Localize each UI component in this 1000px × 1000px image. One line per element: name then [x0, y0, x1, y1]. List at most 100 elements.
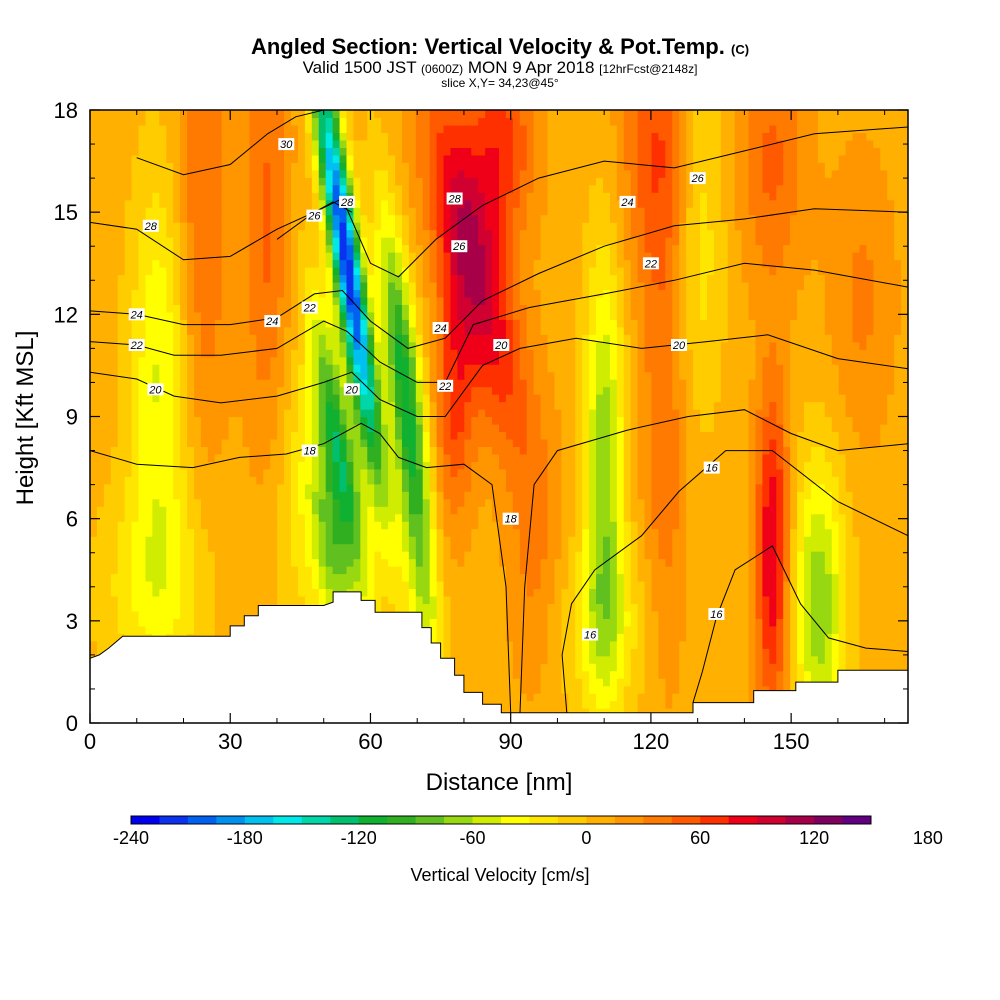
velocity-cell — [429, 536, 438, 545]
velocity-cell — [221, 461, 230, 470]
velocity-cell — [145, 274, 153, 283]
velocity-cell — [367, 483, 375, 492]
velocity-cell — [228, 551, 237, 560]
velocity-cell — [339, 461, 348, 470]
velocity-cell — [152, 117, 160, 126]
velocity-cell — [401, 468, 410, 477]
velocity-cell — [103, 566, 112, 575]
velocity-cell — [443, 558, 452, 567]
velocity-cell — [96, 648, 105, 657]
velocity-cell — [408, 252, 417, 261]
velocity-cell — [200, 266, 209, 276]
velocity-cell — [180, 169, 188, 178]
velocity-cell — [249, 558, 257, 567]
velocity-cell — [318, 580, 327, 590]
velocity-cell — [96, 214, 105, 223]
velocity-cell — [138, 528, 147, 537]
velocity-cell — [436, 184, 445, 193]
velocity-cell — [464, 476, 472, 485]
velocity-cell — [478, 184, 486, 193]
velocity-cell — [110, 580, 119, 590]
velocity-cell — [478, 551, 486, 560]
velocity-cell — [353, 498, 361, 507]
velocity-cell — [325, 386, 334, 395]
velocity-cell — [471, 162, 479, 171]
velocity-cell — [505, 438, 514, 448]
velocity-cell — [297, 281, 306, 291]
velocity-cell — [263, 409, 271, 418]
velocity-cell — [207, 558, 216, 567]
velocity-cell — [90, 334, 98, 343]
velocity-cell — [138, 573, 147, 582]
velocity-cell — [242, 356, 251, 365]
velocity-cell — [145, 184, 153, 193]
velocity-cell — [332, 558, 341, 567]
velocity-cell — [388, 446, 396, 455]
velocity-cell — [492, 169, 500, 178]
velocity-cell — [166, 229, 174, 238]
velocity-cell — [297, 438, 306, 448]
velocity-cell — [96, 461, 105, 470]
velocity-cell — [124, 289, 133, 298]
velocity-cell — [464, 326, 472, 335]
velocity-cell — [263, 401, 271, 410]
velocity-cell — [415, 603, 424, 612]
velocity-cell — [422, 252, 431, 261]
velocity-cell — [318, 558, 327, 567]
velocity-cell — [256, 349, 264, 358]
velocity-cell — [450, 229, 458, 238]
velocity-cell — [499, 281, 507, 291]
velocity-cell — [180, 311, 188, 320]
velocity-cell — [242, 222, 251, 231]
velocity-cell — [103, 610, 112, 619]
velocity-cell — [96, 625, 105, 634]
velocity-cell — [131, 281, 140, 291]
velocity-cell — [471, 296, 479, 305]
velocity-cell — [499, 610, 507, 619]
velocity-cell — [103, 192, 112, 201]
velocity-cell — [346, 461, 355, 470]
velocity-cell — [284, 192, 292, 201]
velocity-cell — [235, 147, 244, 156]
velocity-cell — [415, 289, 424, 298]
velocity-cell — [235, 438, 244, 448]
velocity-cell — [485, 154, 493, 163]
velocity-cell — [485, 566, 493, 575]
velocity-cell — [478, 648, 486, 657]
velocity-cell — [464, 401, 472, 410]
velocity-cell — [408, 214, 417, 223]
velocity-cell — [159, 513, 167, 522]
velocity-cell — [505, 625, 514, 634]
velocity-cell — [471, 625, 479, 634]
velocity-cell — [152, 132, 160, 141]
velocity-cell — [311, 580, 320, 590]
velocity-cell — [207, 394, 216, 403]
velocity-cell — [103, 521, 112, 530]
velocity-cell — [408, 394, 417, 403]
velocity-cell — [228, 438, 237, 448]
velocity-cell — [429, 386, 438, 395]
velocity-cell — [145, 356, 153, 365]
velocity-cell — [117, 476, 126, 485]
velocity-cell — [277, 169, 285, 178]
velocity-cell — [242, 162, 251, 171]
velocity-cell — [332, 117, 341, 126]
velocity-cell — [96, 237, 105, 246]
velocity-cell — [388, 341, 396, 350]
velocity-cell — [110, 438, 119, 448]
velocity-cell — [90, 169, 98, 178]
velocity-cell — [297, 483, 306, 492]
velocity-cell — [381, 139, 389, 148]
velocity-cell — [311, 222, 320, 231]
velocity-cell — [256, 274, 264, 283]
velocity-cell — [90, 289, 98, 298]
velocity-cell — [360, 192, 368, 201]
velocity-cell — [124, 603, 133, 612]
velocity-cell — [277, 289, 285, 298]
velocity-cell — [436, 401, 445, 410]
velocity-cell — [436, 229, 445, 238]
velocity-cell — [450, 573, 458, 582]
velocity-cell — [346, 132, 355, 141]
velocity-cell — [499, 154, 507, 163]
velocity-cell — [256, 296, 264, 305]
